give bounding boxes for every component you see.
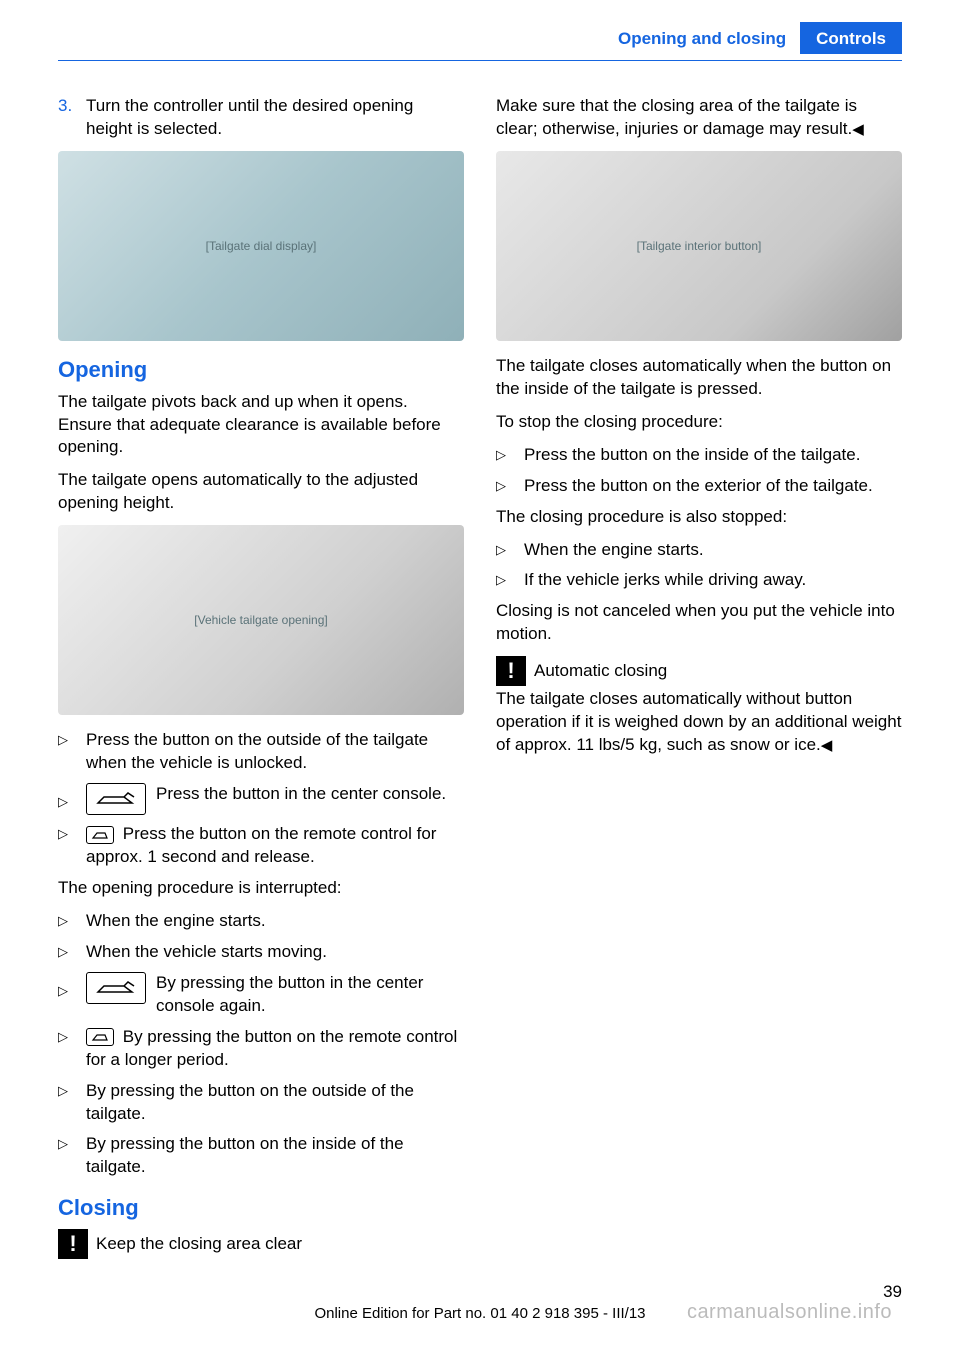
list-item: ▷ If the vehicle jerks while driving awa… [496,569,902,592]
warning-body: The tailgate closes automatically withou… [496,688,902,757]
heading-opening: Opening [58,355,464,385]
bullet-mark-icon: ▷ [58,1133,86,1179]
list-item: ▷ By pressing the button in the cen­ter … [58,972,464,1018]
end-mark-icon: ◀ [852,121,864,138]
bullet-mark-icon: ▷ [58,1026,86,1072]
bullet-text: Press the button on the exterior of the … [524,475,902,498]
step-number: 3. [58,95,86,141]
figure-tailgate-button: [Tailgate interior button] [496,151,902,341]
list-item: ▷ By pressing the button on the remote c… [58,1026,464,1072]
bullet-text: When the engine starts. [524,539,902,562]
opening-p1: The tailgate pivots back and up when it … [58,391,464,460]
console-button-icon [86,972,146,1004]
page-content: 3. Turn the controller until the desired… [58,95,902,1282]
bullet-text: By pressing the button on the remote con… [86,1027,457,1069]
bullet-text: When the vehicle starts moving. [86,941,464,964]
bullet-mark-icon: ▷ [58,783,86,811]
step-text: Turn the controller until the desired op… [86,95,464,141]
bullet-mark-icon: ▷ [496,475,524,498]
bullet-text: If the vehicle jerks while driving away. [524,569,902,592]
opening-p3: The opening procedure is interrupted: [58,877,464,900]
warning-body: Make sure that the closing area of the t… [496,95,902,141]
list-item: ▷ Press the button on the remote control… [58,823,464,869]
header-rule [58,60,902,61]
closing-p3: The closing procedure is also stopped: [496,506,902,529]
figure-alt: [Tailgate dial display] [206,238,317,254]
bullet-mark-icon: ▷ [58,1080,86,1126]
remote-trunk-icon [86,1028,114,1046]
closing-p4: Closing is not canceled when you put the… [496,600,902,646]
bullet-mark-icon: ▷ [58,729,86,775]
list-item: ▷ Press the button on the outside of the… [58,729,464,775]
bullet-mark-icon: ▷ [496,444,524,467]
closing-p2: To stop the closing procedure: [496,411,902,434]
warning-body-text: The tailgate closes automatically withou… [496,689,901,754]
end-mark-icon: ◀ [821,737,833,754]
bullet-mark-icon: ▷ [58,941,86,964]
step-3: 3. Turn the controller until the desired… [58,95,464,141]
figure-2-wrap: [Vehicle tailgate opening] [58,525,464,715]
bullet-text: By pressing the button on the outside of… [86,1080,464,1126]
figure-vehicle-tailgate: [Vehicle tailgate opening] [58,525,464,715]
bullet-body: By pressing the button on the remote con… [86,1026,464,1072]
bullet-mark-icon: ▷ [58,910,86,933]
list-item: ▷ Press the button in the center console… [58,783,464,815]
watermark: carmanualsonline.info [687,1299,892,1326]
bullet-text: By pressing the button in the cen­ter co… [156,972,464,1018]
closing-p1: The tailgate closes automatically when t… [496,355,902,401]
figure-1-wrap: [Tailgate dial display] [58,151,464,341]
heading-closing: Closing [58,1193,464,1223]
bullet-mark-icon: ▷ [496,539,524,562]
warning-title: Automatic closing [534,656,667,683]
header-section: Opening and closing [618,22,800,54]
bullet-text: Press the button on the outside of the t… [86,729,464,775]
list-item: ▷ When the vehicle starts moving. [58,941,464,964]
warning-block: ! Automatic closing The tailgate closes … [496,656,902,757]
list-item: ▷ When the engine starts. [496,539,902,562]
bullet-text: Press the button on the inside of the ta… [524,444,902,467]
header-chapter: Controls [800,22,902,54]
figure-alt: [Vehicle tailgate opening] [194,612,327,628]
remote-trunk-icon [86,826,114,844]
figure-tailgate-dial: [Tailgate dial display] [58,151,464,341]
bullet-mark-icon: ▷ [496,569,524,592]
bullet-text: Press the button in the center console. [156,783,446,806]
opening-p2: The tailgate opens automatically to the … [58,469,464,515]
bullet-mark-icon: ▷ [58,972,86,1000]
warning-title: Keep the closing area clear [96,1229,302,1256]
bullet-text: By pressing the button on the inside of … [86,1133,464,1179]
warning-body-text: Make sure that the closing area of the t… [496,96,857,138]
bullet-text: When the engine starts. [86,910,464,933]
warning-icon: ! [58,1229,88,1259]
list-item: ▷ By pressing the button on the inside o… [58,1133,464,1179]
warning-icon: ! [496,656,526,686]
page-footer: 39 Online Edition for Part no. 01 40 2 9… [58,1304,902,1324]
list-item: ▷ Press the button on the exterior of th… [496,475,902,498]
page-header: Opening and closing Controls [618,22,902,54]
bullet-body: Press the button on the remote control f… [86,823,464,869]
figure-alt: [Tailgate interior button] [637,238,762,254]
console-button-icon [86,783,146,815]
list-item: ▷ When the engine starts. [58,910,464,933]
figure-3-wrap: [Tailgate interior button] [496,151,902,341]
list-item: ▷ Press the button on the inside of the … [496,444,902,467]
list-item: ▷ By pressing the button on the outside … [58,1080,464,1126]
bullet-mark-icon: ▷ [58,823,86,869]
bullet-text: Press the button on the remote control f… [86,824,436,866]
